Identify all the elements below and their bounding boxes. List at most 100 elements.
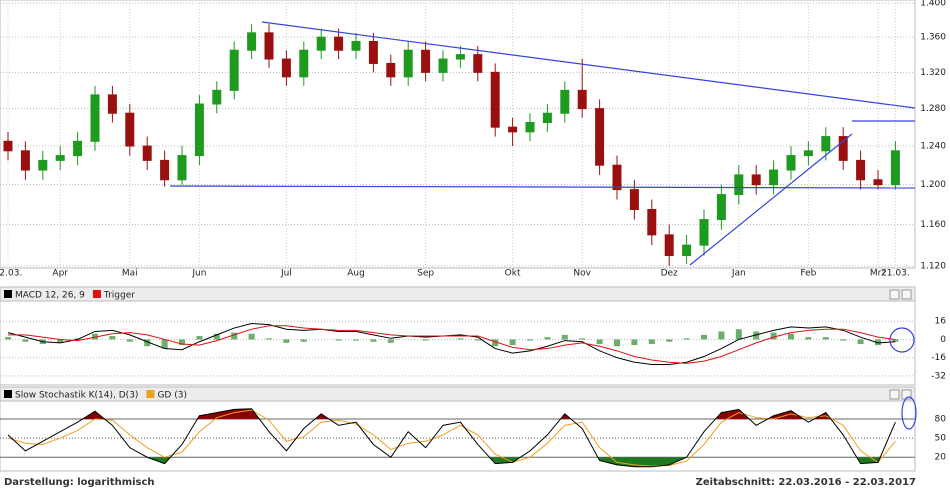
candle-body [55, 155, 65, 161]
candle-body [177, 155, 187, 181]
histogram-bar [561, 334, 568, 340]
histogram-bar [92, 333, 98, 340]
y-tick-label: 1.400 [920, 0, 946, 9]
y-tick-label: 1.200 [920, 180, 946, 190]
candle-body [734, 174, 744, 196]
histogram-bar [822, 337, 829, 340]
candle-body [769, 169, 779, 186]
resize-button[interactable] [889, 289, 900, 300]
close-button[interactable] [901, 389, 912, 400]
candle-body [3, 140, 13, 152]
y-tick-label: 16 [935, 317, 947, 327]
histogram-bar [892, 339, 899, 342]
candle-body [629, 189, 639, 210]
candle-body [682, 244, 692, 257]
histogram-bar [370, 339, 377, 342]
candle-body [316, 36, 326, 51]
histogram-bar [335, 339, 342, 341]
histogram-bar [109, 336, 116, 340]
histogram-bar [875, 339, 881, 346]
histogram-bar [579, 338, 586, 340]
y-tick-label: 1.360 [920, 33, 946, 43]
histogram-bar [126, 339, 133, 342]
x-tick-label: Sep [417, 269, 434, 279]
histogram-bar [718, 331, 725, 340]
candle-body [821, 136, 831, 152]
histogram-bar [266, 338, 272, 340]
histogram-bar [753, 331, 760, 340]
histogram-bar [422, 339, 429, 341]
trendlines [169, 21, 917, 430]
candle-body [716, 194, 726, 221]
macd-panel [0, 300, 916, 386]
legend-swatch [4, 390, 12, 398]
legend-swatch [146, 390, 155, 398]
candle-body [838, 136, 848, 161]
legend-label: Trigger [103, 291, 135, 301]
y-tick-label: 1.280 [920, 104, 946, 114]
histogram-bar [805, 337, 812, 340]
oversold-area [147, 457, 881, 467]
legend-label: Slow Stochastik K(14), D(3) [15, 391, 138, 401]
candle-body [890, 150, 900, 186]
candle-body [20, 150, 30, 171]
candle-body [786, 155, 796, 171]
close-button[interactable] [901, 289, 912, 300]
y-tick-label: 0 [940, 335, 946, 345]
candle-body [873, 179, 883, 186]
resize-button[interactable] [889, 389, 900, 400]
highlight-circle [889, 327, 915, 353]
histogram-bar [57, 339, 64, 343]
histogram-bar [144, 339, 151, 347]
candle-body [577, 89, 587, 110]
candle-body [647, 208, 657, 236]
footer-left: Darstellung: logarithmisch [4, 477, 155, 488]
x-tick-label: Nov [573, 269, 591, 279]
candle-body [229, 49, 239, 91]
candle-body [107, 94, 117, 114]
candle-body [160, 159, 170, 181]
trendline [689, 133, 853, 266]
x-tick-label: Mai [122, 269, 138, 279]
histogram-bar [196, 336, 203, 340]
x-tick-label: Jul [280, 269, 292, 279]
histogram-bar [788, 333, 794, 340]
candle-body [595, 108, 605, 166]
histogram-bar [614, 339, 620, 347]
histogram-bar [857, 339, 864, 344]
stoch-line [7, 408, 896, 468]
histogram-bar [666, 339, 673, 342]
candle-body [542, 112, 552, 124]
histogram-bar [457, 338, 464, 340]
candle-body [664, 234, 674, 257]
candle-body [751, 174, 761, 186]
x-tick-label: Dez [661, 269, 678, 279]
macd-line [7, 322, 896, 365]
candle-body [856, 159, 866, 181]
x-tick-label: Mrz [870, 269, 886, 279]
candle-body [525, 122, 535, 133]
x-tick-label: Feb [800, 269, 816, 279]
candle-body [508, 126, 518, 133]
footer-right: Zeitabschnitt: 22.03.2016 - 22.03.2017 [696, 477, 916, 488]
histogram-bar [474, 339, 481, 341]
y-tick-label: 20 [935, 453, 947, 463]
legend-label: GD (3) [157, 391, 187, 401]
candle-body [194, 103, 204, 157]
x-tick-label: 21.03. [881, 269, 910, 279]
candle-body [73, 140, 83, 157]
candle-body [299, 49, 309, 78]
candle-body [125, 112, 135, 147]
histogram-bar [248, 333, 255, 340]
candle-body [334, 36, 344, 51]
histogram-bar [213, 333, 220, 340]
legend-swatch [92, 290, 101, 298]
y-tick-label: 50 [935, 434, 947, 444]
histogram-bar [648, 339, 655, 344]
histogram-bar [74, 338, 81, 340]
histogram-bar [701, 334, 707, 340]
candle-body [403, 49, 413, 78]
macd-line [8, 325, 896, 364]
x-tick-label: Apr [52, 269, 68, 279]
